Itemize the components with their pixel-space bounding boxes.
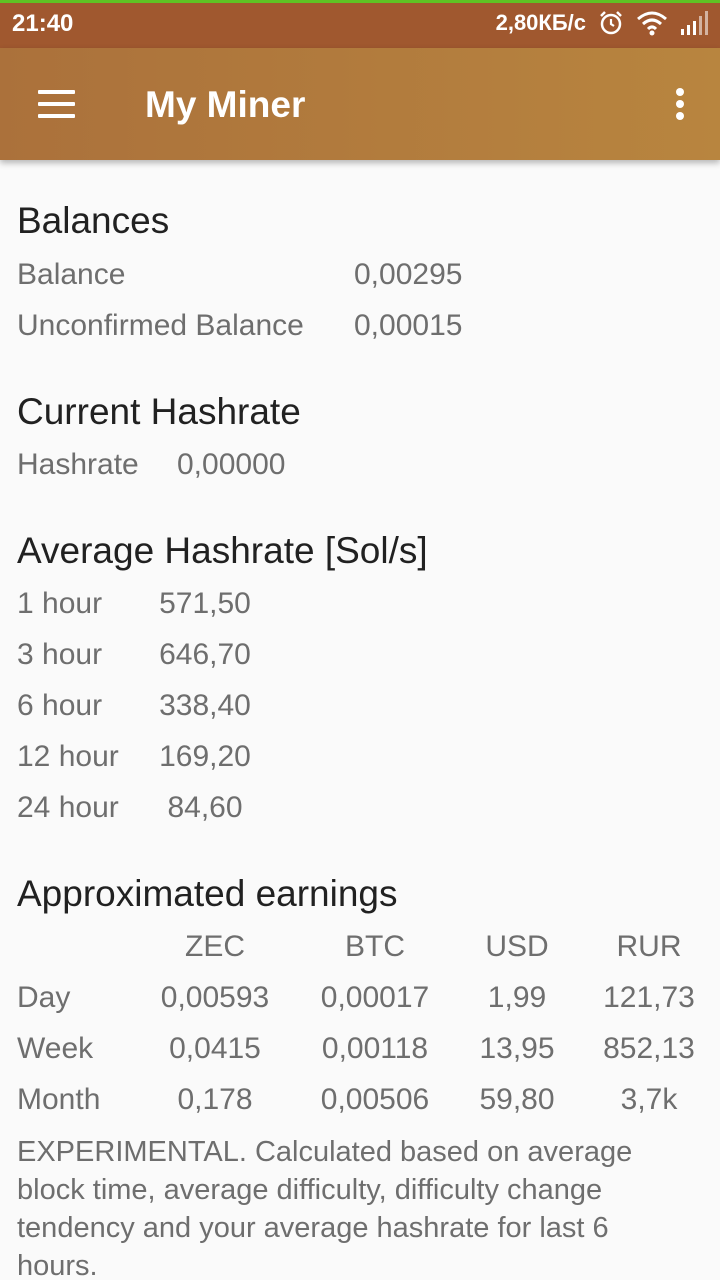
earnings-cell: 0,178 <box>177 1083 253 1116</box>
avg-row-label: 1 hour <box>17 587 103 620</box>
earnings-row-label: Month <box>17 1083 101 1116</box>
alarm-icon <box>600 11 622 35</box>
avg-row-value: 338,40 <box>159 689 251 722</box>
earnings-cell: 0,00506 <box>320 1083 430 1116</box>
earnings-cell: 59,80 <box>479 1083 555 1116</box>
avg-row-label: 6 hour <box>17 689 103 722</box>
unconfirmed-balance-label: Unconfirmed Balance <box>17 309 304 342</box>
earnings-title: Approximated earnings <box>17 873 398 914</box>
unconfirmed-balance-value: 0,00015 <box>354 309 463 342</box>
avg-row-value: 646,70 <box>159 638 251 671</box>
status-time: 21:40 <box>12 10 74 37</box>
more-vert-icon[interactable] <box>664 80 696 128</box>
earnings-cell: 0,0415 <box>169 1032 261 1065</box>
hamburger-menu-icon[interactable] <box>28 80 84 128</box>
avg-row-value: 571,50 <box>159 587 251 620</box>
average-hashrate-title: Average Hashrate [Sol/s] <box>17 530 428 571</box>
status-bar: 21:40 2,80КБ/с <box>0 0 720 48</box>
earnings-cell: 0,00118 <box>321 1032 429 1065</box>
hashrate-value: 0,00000 <box>177 448 286 481</box>
earnings-header-btc: BTC <box>345 930 405 963</box>
current-hashrate-title: Current Hashrate <box>17 391 301 432</box>
earnings-header-rur: RUR <box>616 930 682 963</box>
status-icons: 2,80КБ/с <box>496 10 708 36</box>
earnings-cell: 13,95 <box>479 1032 555 1065</box>
wifi-icon <box>637 11 667 36</box>
signal-icon <box>681 11 708 35</box>
balance-label: Balance <box>17 258 126 291</box>
avg-row-value: 84,60 <box>167 791 243 824</box>
balance-value: 0,00295 <box>354 258 463 291</box>
earnings-cell: 0,00017 <box>320 981 430 1014</box>
earnings-row-label: Week <box>17 1032 94 1065</box>
download-progress-bar <box>0 0 720 3</box>
app-title: My Miner <box>145 84 306 125</box>
avg-row-label: 24 hour <box>17 791 119 824</box>
hashrate-label: Hashrate <box>17 448 139 481</box>
earnings-cell: 1,99 <box>487 981 547 1014</box>
earnings-cell: 852,13 <box>603 1032 695 1065</box>
network-speed: 2,80КБ/с <box>495 10 586 35</box>
earnings-cell: 0,00593 <box>160 981 270 1014</box>
avg-row-label: 12 hour <box>17 740 119 773</box>
balances-title: Balances <box>17 200 170 241</box>
earnings-header-usd: USD <box>485 930 549 963</box>
avg-row-value: 169,20 <box>159 740 251 773</box>
avg-row-label: 3 hour <box>17 638 103 671</box>
earnings-cell: 3,7k <box>620 1083 678 1116</box>
earnings-row-label: Day <box>17 981 71 1014</box>
earnings-disclaimer: EXPERIMENTAL. Calculated based on averag… <box>17 1136 633 1280</box>
app-bar: My Miner <box>0 48 720 160</box>
earnings-header-zec: ZEC <box>185 930 245 963</box>
earnings-cell: 121,73 <box>603 981 695 1014</box>
